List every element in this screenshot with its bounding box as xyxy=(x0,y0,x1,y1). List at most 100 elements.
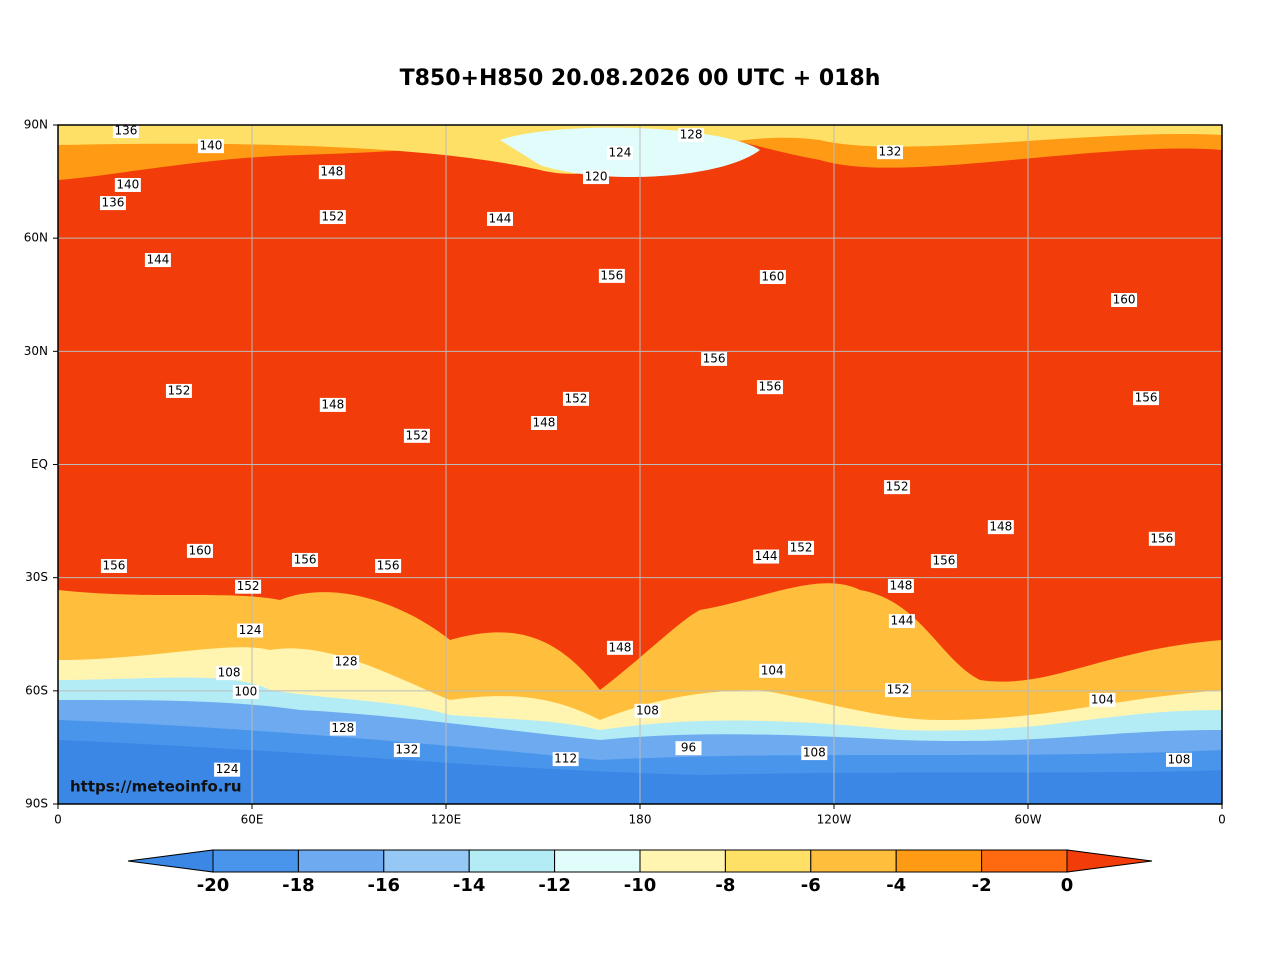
y-tick-label: 30S xyxy=(25,570,48,584)
map-frame xyxy=(57,124,1223,805)
label-box xyxy=(237,623,264,638)
contour-label: 156 xyxy=(1150,531,1173,545)
contour-label: 156 xyxy=(932,554,955,568)
label-box xyxy=(583,170,610,185)
y-tick-label: 30N xyxy=(24,344,48,358)
label-box xyxy=(1165,752,1192,767)
contour-label: 148 xyxy=(533,416,556,430)
contour-label: 144 xyxy=(890,614,913,628)
colorbar-box xyxy=(810,849,897,873)
label-box xyxy=(144,253,171,268)
colorbar-tick-label: -16 xyxy=(368,875,401,896)
label-box xyxy=(216,666,243,681)
colorbar-extend-high xyxy=(1066,849,1153,873)
contour-label: 152 xyxy=(887,683,910,697)
label-box xyxy=(197,139,224,154)
colorbar-tick-label: -2 xyxy=(972,875,992,896)
contour-label: 160 xyxy=(761,270,784,284)
x-tick-label: 0 xyxy=(1218,813,1226,827)
label-box xyxy=(634,703,661,718)
contour-label: 108 xyxy=(636,703,659,717)
contour-label: 144 xyxy=(755,549,778,563)
colorbar-box xyxy=(297,849,385,873)
label-box xyxy=(887,578,914,593)
contour-label: 156 xyxy=(377,558,400,572)
contour-label: 136 xyxy=(102,196,125,210)
contour-label: 132 xyxy=(395,743,418,757)
label-box xyxy=(675,741,702,756)
label-box xyxy=(319,397,346,412)
label-box xyxy=(329,721,356,736)
contour-label: 132 xyxy=(878,145,901,159)
x-tick-label: 0 xyxy=(54,813,62,827)
contour-label: 144 xyxy=(146,253,169,267)
contour-label: 124 xyxy=(609,145,632,159)
colorbar-tick-label: -20 xyxy=(197,875,230,896)
label-box xyxy=(987,520,1014,535)
label-box xyxy=(1133,391,1160,406)
contour-label: 160 xyxy=(188,543,211,557)
colorbar-tick-label: -10 xyxy=(624,875,657,896)
label-box xyxy=(598,268,625,283)
y-tick-label: 90N xyxy=(24,118,48,132)
contour-label: 156 xyxy=(102,558,125,572)
colorbar-tick-label: -12 xyxy=(538,875,571,896)
y-tick-label: EQ xyxy=(31,457,48,471)
contour-label: 128 xyxy=(680,128,703,142)
contour-label: 156 xyxy=(600,268,623,282)
contour-label: 156 xyxy=(703,351,726,365)
label-box xyxy=(375,558,402,573)
contour-label: 152 xyxy=(790,540,813,554)
label-box xyxy=(318,165,345,180)
contour-label: 140 xyxy=(116,177,139,191)
label-box xyxy=(100,558,127,573)
contour-label: 128 xyxy=(331,721,354,735)
colorbar-box xyxy=(468,849,556,873)
label-box xyxy=(530,416,557,431)
contour-label: 152 xyxy=(565,391,588,405)
label-box xyxy=(99,196,126,211)
label-box xyxy=(1089,692,1116,707)
label-box xyxy=(235,579,262,594)
label-box xyxy=(885,683,912,698)
colorbar-box xyxy=(554,849,641,873)
label-box xyxy=(1148,531,1175,546)
y-tick-label: 90S xyxy=(25,797,48,811)
colorbar-tick-label: -18 xyxy=(282,875,315,896)
label-box xyxy=(232,684,259,699)
colorbar-tick-label: -4 xyxy=(886,875,906,896)
contour-label: 104 xyxy=(761,663,784,677)
contour-label: 152 xyxy=(886,480,909,494)
colorbar-tick-label: 0 xyxy=(1061,875,1074,896)
colorbar-box xyxy=(383,849,470,873)
contour-label: 124 xyxy=(216,762,239,776)
contour-label: 156 xyxy=(759,380,782,394)
x-tick-label: 120W xyxy=(817,813,852,827)
contour-label: 124 xyxy=(239,623,262,637)
label-box xyxy=(606,640,633,655)
x-tick-label: 60E xyxy=(241,813,264,827)
label-box xyxy=(876,145,903,160)
contour-label: 148 xyxy=(989,520,1012,534)
colorbar-box xyxy=(895,849,983,873)
contour-label: 136 xyxy=(114,124,137,138)
y-tick-label: 60N xyxy=(24,231,48,245)
contour-label: 152 xyxy=(237,579,260,593)
watermark: https://meteoinfo.ru xyxy=(70,778,242,796)
contour-label: 140 xyxy=(199,139,222,153)
colorbar-box xyxy=(981,849,1068,873)
colorbar-box xyxy=(639,849,726,873)
contour-label: 156 xyxy=(1135,391,1158,405)
colorbar: -20 -18 -16 -14 -12 -10 -8 -6 -4 -2 0 xyxy=(127,849,1153,896)
colorbar-extend-low xyxy=(127,849,214,873)
contour-label: 112 xyxy=(554,752,577,766)
colorbar-tick-label: -6 xyxy=(801,875,821,896)
contour-label: 100 xyxy=(234,684,257,698)
contour-label: 108 xyxy=(803,746,826,760)
label-box xyxy=(701,351,728,366)
x-tick-label: 180 xyxy=(629,813,652,827)
label-box xyxy=(1111,293,1138,308)
title: T850+H850 20.08.2026 00 UTC + 018h xyxy=(400,66,881,91)
contour-label: 156 xyxy=(294,552,317,566)
